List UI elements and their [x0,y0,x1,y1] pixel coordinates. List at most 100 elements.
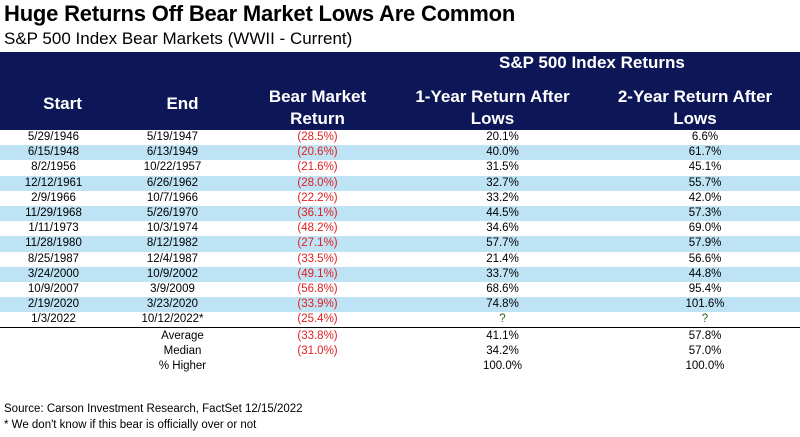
table-row: 2/9/1966 10/7/1966 (22.2%) 33.2% 42.0% [0,190,800,206]
cell-one-year: 44.5% [395,205,590,222]
cell-end: 10/9/2002 [125,266,240,282]
cell-bear-return: (22.2%) [240,190,395,206]
summary-two-year: 57.0% [590,343,800,359]
cell-two-year: 69.0% [590,221,800,237]
cell-end: 10/7/1966 [125,190,240,206]
cell-one-year: 33.7% [395,266,590,282]
cell-one-year: 33.2% [395,190,590,206]
cell-end: 5/26/1970 [125,205,240,222]
table-row: 12/12/1961 6/26/1962 (28.0%) 32.7% 55.7% [0,175,800,191]
cell-end: 10/12/2022* [125,312,240,328]
cell-one-year: 32.7% [395,175,590,191]
cell-bear-return: (36.1%) [240,205,395,222]
table-row: 11/28/1980 8/12/1982 (27.1%) 57.7% 57.9% [0,236,800,252]
cell-end: 6/13/1949 [125,145,240,161]
table-row: 10/9/2007 3/9/2009 (56.8%) 68.6% 95.4% [0,281,800,298]
cell-one-year: 40.0% [395,145,590,161]
summary-row-median: Median (31.0%) 34.2% 57.0% [0,343,800,359]
cell-one-year: 34.6% [395,221,590,237]
summary-label: Average [125,327,240,344]
cell-two-year: 44.8% [590,266,800,282]
summary-bear-return [240,358,395,374]
cell-bear-return: (56.8%) [240,281,395,298]
cell-end: 5/19/1947 [125,130,240,146]
cell-start: 1/3/2022 [0,312,125,328]
header-end: End [125,74,240,130]
header-one-year-line1: 1-Year Return After [415,87,570,106]
summary-two-year: 57.8% [590,327,800,344]
table-body: 5/29/1946 5/19/1947 (28.5%) 20.1% 6.6% 6… [0,130,800,374]
table-row: 1/3/2022 10/12/2022* (25.4%) ? ? [0,312,800,328]
header-bear-line2: Return [290,109,345,128]
page-title: Huge Returns Off Bear Market Lows Are Co… [4,1,516,26]
cell-start: 2/19/2020 [0,297,125,313]
summary-label: Median [125,343,240,359]
cell-start: 10/9/2007 [0,281,125,298]
header-spacer [0,52,395,74]
cell-one-year: 57.7% [395,236,590,252]
cell-one-year: 31.5% [395,160,590,176]
cell-start: 12/12/1961 [0,175,125,191]
table-row: 8/25/1987 12/4/1987 (33.5%) 21.4% 56.6% [0,251,800,267]
header-group-label: S&P 500 Index Returns [395,52,800,74]
cell-start: 8/25/1987 [0,251,125,267]
cell-two-year: 57.9% [590,236,800,252]
table-row: 8/2/1956 10/22/1957 (21.6%) 31.5% 45.1% [0,160,800,176]
cell-bear-return: (20.6%) [240,145,395,161]
cell-start: 8/2/1956 [0,160,125,176]
cell-one-year: 68.6% [395,281,590,298]
summary-label: % Higher [125,358,240,374]
cell-start: 1/11/1973 [0,221,125,237]
table-row: 5/29/1946 5/19/1947 (28.5%) 20.1% 6.6% [0,130,800,146]
header-two-year-line2: Lows [673,109,717,128]
cell-one-year: 21.4% [395,251,590,267]
summary-row-percent-higher: % Higher 100.0% 100.0% [0,358,800,374]
header-one-year: 1-Year Return After Lows [395,74,590,130]
cell-two-year: 45.1% [590,160,800,176]
cell-start: 6/15/1948 [0,145,125,161]
summary-bear-return: (33.8%) [240,327,395,344]
table-header: S&P 500 Index Returns Start End Bear Mar… [0,52,800,130]
cell-one-year: 20.1% [395,130,590,146]
bear-market-table: S&P 500 Index Returns Start End Bear Mar… [0,52,800,374]
cell-start: 3/24/2000 [0,266,125,282]
cell-two-year: 6.6% [590,130,800,146]
cell-two-year: 56.6% [590,251,800,267]
page-subtitle: S&P 500 Index Bear Markets (WWII - Curre… [4,29,353,48]
cell-end: 10/22/1957 [125,160,240,176]
cell-two-year: 101.6% [590,297,800,313]
cell-start: 5/29/1946 [0,130,125,146]
table-row: 6/15/1948 6/13/1949 (20.6%) 40.0% 61.7% [0,145,800,161]
cell-two-year: 61.7% [590,145,800,161]
cell-two-year: 95.4% [590,281,800,298]
header-one-year-line2: Lows [470,109,515,128]
cell-bear-return: (28.0%) [240,175,395,191]
header-bear-line1: Bear Market [268,87,367,106]
cell-two-year: 55.7% [590,175,800,191]
cell-bear-return: (33.9%) [240,297,395,313]
summary-one-year: 41.1% [395,327,590,344]
cell-end: 3/23/2020 [125,297,240,313]
cell-end: 12/4/1987 [125,251,240,267]
cell-two-year: 57.3% [590,205,800,222]
cell-end: 10/3/1974 [125,221,240,237]
source-note: Source: Carson Investment Research, Fact… [4,403,303,415]
table-row: 2/19/2020 3/23/2020 (33.9%) 74.8% 101.6% [0,297,800,313]
summary-one-year: 34.2% [395,343,590,359]
summary-two-year: 100.0% [590,358,800,374]
summary-row-average: Average (33.8%) 41.1% 57.8% [0,327,800,344]
cell-start: 11/29/1968 [0,205,125,222]
cell-bear-return: (49.1%) [240,266,395,282]
table-row: 3/24/2000 10/9/2002 (49.1%) 33.7% 44.8% [0,266,800,282]
cell-one-year: 74.8% [395,297,590,313]
header-two-year-line1: 2-Year Return After [617,87,773,106]
cell-bear-return: (25.4%) [240,312,395,328]
cell-bear-return: (27.1%) [240,236,395,252]
header-start: Start [0,74,125,130]
summary-bear-return: (31.0%) [240,343,395,359]
table-row: 11/29/1968 5/26/1970 (36.1%) 44.5% 57.3% [0,205,800,222]
cell-one-year: ? [395,312,590,328]
summary-one-year: 100.0% [395,358,590,374]
cell-two-year: 42.0% [590,190,800,206]
header-bear-return: Bear Market Return [240,74,395,130]
